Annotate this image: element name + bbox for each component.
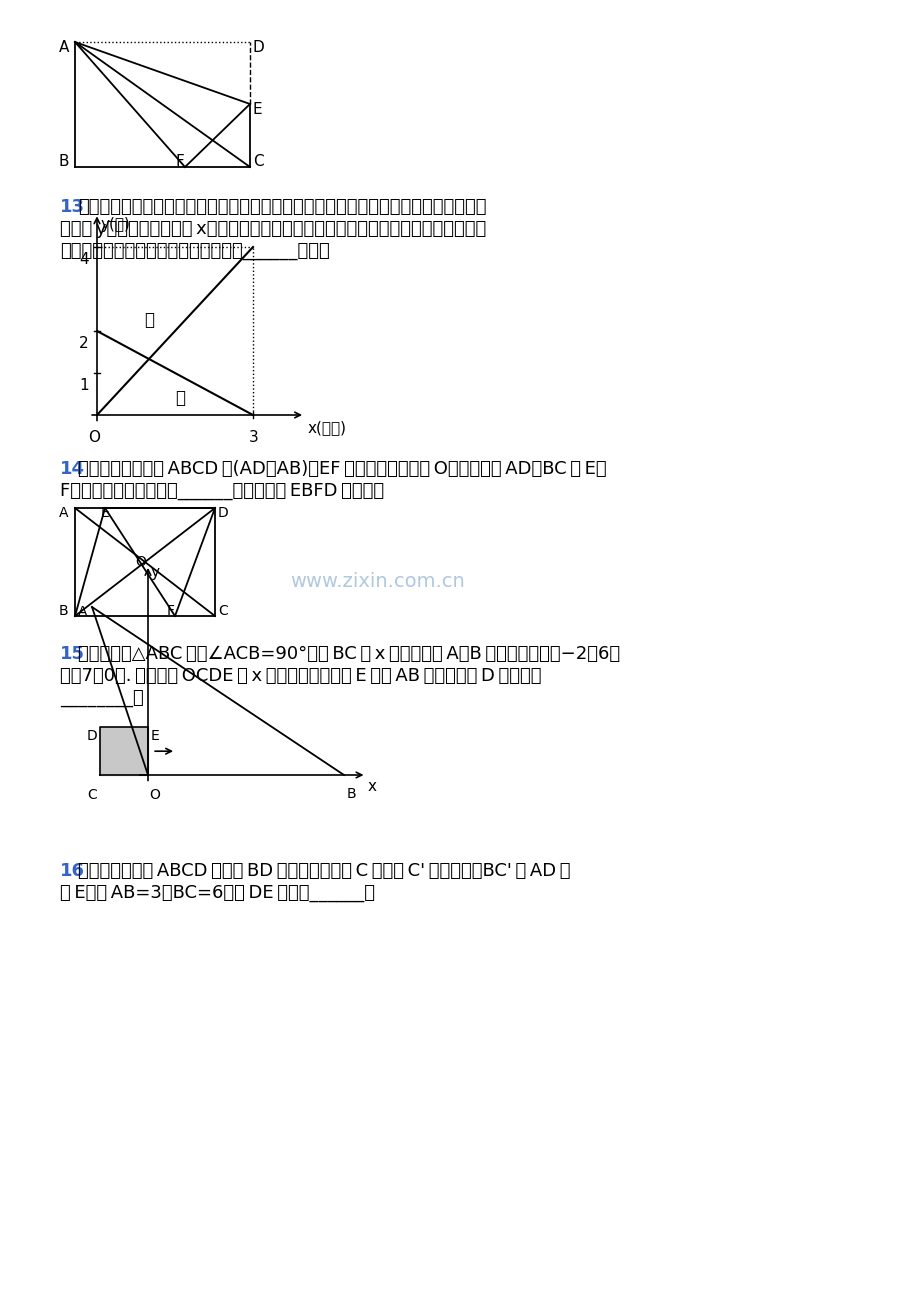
Text: E: E [253, 102, 262, 117]
Text: 15: 15 [60, 644, 85, 663]
Text: A: A [59, 40, 69, 55]
Text: x(小时): x(小时) [307, 421, 346, 435]
Text: F: F [176, 154, 184, 169]
Text: O: O [135, 555, 146, 569]
Text: 4: 4 [79, 253, 89, 267]
Text: ．如图，已知矩形 ABCD 中(AD＞AB)，EF 经过对角线的交点 O，且分别交 AD，BC 于 E，: ．如图，已知矩形 ABCD 中(AD＞AB)，EF 经过对角线的交点 O，且分别… [78, 460, 606, 478]
Text: A: A [78, 605, 87, 618]
Text: 14: 14 [60, 460, 85, 478]
Polygon shape [100, 728, 148, 775]
Text: 3: 3 [249, 430, 258, 445]
Text: D: D [253, 40, 265, 55]
Text: y(米): y(米) [101, 217, 130, 232]
Text: E: E [151, 729, 160, 743]
Text: B: B [59, 154, 70, 169]
Text: O: O [149, 788, 160, 802]
Text: 1: 1 [79, 378, 89, 393]
Text: C: C [87, 788, 97, 802]
Text: ．有甲、乙两个长方体的蓄水池，将甲池中的水匀速注入乙池，甲、乙两个蓄水池中水: ．有甲、乙两个长方体的蓄水池，将甲池中的水匀速注入乙池，甲、乙两个蓄水池中水 [78, 198, 486, 216]
Text: ．如图，把矩形 ABCD 沿直线 BD 向上折叠，使点 C 落在点 C' 的位置上，BC' 交 AD 于: ．如图，把矩形 ABCD 沿直线 BD 向上折叠，使点 C 落在点 C' 的位置… [78, 862, 570, 880]
Text: A: A [59, 506, 68, 519]
Text: 和（7，0）. 将正方形 OCDE 沿 x 轴向右平移，当点 E 落在 AB 边上时，点 D 的坐标为: 和（7，0）. 将正方形 OCDE 沿 x 轴向右平移，当点 E 落在 AB 边… [60, 667, 541, 685]
Text: 点 E，若 AB=3，BC=6，则 DE 的长为______．: 点 E，若 AB=3，BC=6，则 DE 的长为______． [60, 884, 375, 902]
Text: C: C [218, 604, 228, 618]
Text: 甲: 甲 [175, 388, 185, 406]
Text: F，请你添加一个条件：______，使四边形 EBFD 是菱形．: F，请你添加一个条件：______，使四边形 EBFD 是菱形． [60, 482, 384, 500]
Text: O: O [87, 430, 99, 445]
Text: x: x [368, 779, 377, 794]
Text: 池的蓄水深度相同，则注水的时间应为______小时．: 池的蓄水深度相同，则注水的时间应为______小时． [60, 242, 329, 260]
Text: B: B [59, 604, 69, 618]
Text: C: C [253, 154, 264, 169]
Text: 2: 2 [79, 336, 89, 352]
Text: 13: 13 [60, 198, 85, 216]
Text: D: D [86, 729, 97, 743]
Text: 乙: 乙 [143, 311, 153, 329]
Text: ________．: ________． [60, 689, 143, 707]
Text: B: B [346, 786, 357, 801]
Text: E: E [101, 506, 109, 519]
Text: 的高度 y（米）与注水时间 x（小时）之间的函数图象如图所示，若要使甲、乙两个蓄水: 的高度 y（米）与注水时间 x（小时）之间的函数图象如图所示，若要使甲、乙两个蓄… [60, 220, 486, 238]
Text: www.zixin.com.cn: www.zixin.com.cn [289, 572, 464, 591]
Text: ．如图，在△ABC 中，∠ACB=90°，边 BC 在 x 轴上，顶点 A，B 的坐标分别为（−2，6）: ．如图，在△ABC 中，∠ACB=90°，边 BC 在 x 轴上，顶点 A，B … [78, 644, 619, 663]
Text: F: F [167, 604, 175, 618]
Text: y: y [151, 565, 160, 581]
Text: 16: 16 [60, 862, 85, 880]
Text: D: D [218, 506, 229, 519]
